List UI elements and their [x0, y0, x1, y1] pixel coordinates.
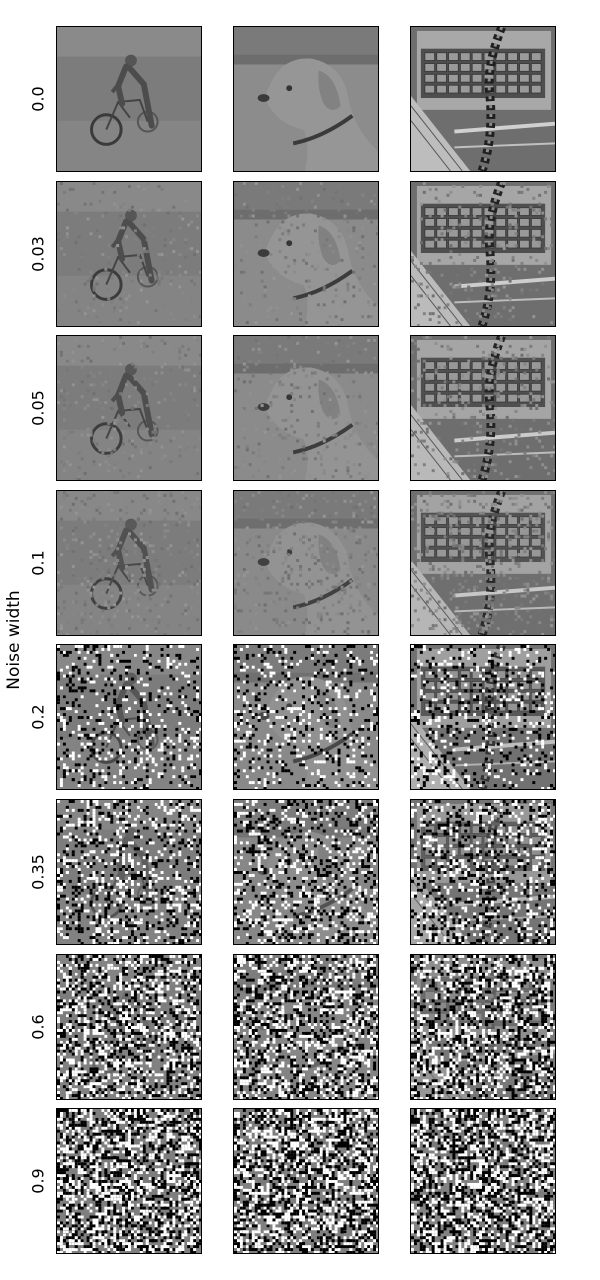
noisy-image-panel-r6-c0 — [56, 953, 202, 1100]
row-label-noise-7: 0.9 — [29, 1168, 48, 1193]
dog-on-beach-icon — [234, 336, 378, 481]
noisy-image-panel-r6-c2 — [410, 953, 556, 1100]
keyboard-and-snake-icon — [411, 954, 555, 1099]
noisy-image-panel-r2-c0 — [56, 335, 202, 482]
noisy-image-panel-r3-c0 — [56, 489, 202, 636]
noisy-image-panel-r0-c1 — [233, 26, 379, 172]
dog-on-beach-icon — [234, 800, 378, 944]
keyboard-and-snake-icon — [411, 800, 555, 944]
keyboard-and-snake-icon — [411, 181, 555, 326]
noisy-image-panel-r5-c1 — [233, 799, 379, 945]
dog-on-beach-icon — [234, 27, 378, 171]
bicycle-rider-icon — [57, 1109, 201, 1254]
noisy-image-panel-r0-c0 — [56, 26, 202, 172]
bicycle-rider-icon — [57, 181, 201, 326]
noisy-image-panel-r0-c2 — [410, 26, 556, 172]
row-label-noise-1: 0.03 — [29, 236, 48, 272]
bicycle-rider-icon — [57, 490, 201, 635]
noisy-image-panel-r2-c1 — [233, 335, 379, 482]
noisy-image-panel-r1-c1 — [233, 180, 379, 327]
noisy-image-panel-r4-c0 — [56, 644, 202, 791]
row-label-noise-2: 0.05 — [29, 390, 48, 426]
noisy-image-panel-r3-c1 — [233, 489, 379, 636]
noisy-image-panel-r7-c0 — [56, 1108, 202, 1255]
bicycle-rider-icon — [57, 800, 201, 944]
bicycle-rider-icon — [57, 336, 201, 481]
dog-on-beach-icon — [234, 645, 378, 790]
row-label-noise-4: 0.2 — [29, 705, 48, 730]
dog-on-beach-icon — [234, 954, 378, 1099]
bicycle-rider-icon — [57, 27, 201, 171]
row-label-noise-5: 0.35 — [29, 854, 48, 890]
noisy-image-panel-r1-c0 — [56, 180, 202, 327]
noisy-image-panel-r2-c2 — [410, 335, 556, 482]
bicycle-rider-icon — [57, 645, 201, 790]
noisy-image-panel-r6-c1 — [233, 953, 379, 1100]
bicycle-rider-icon — [57, 954, 201, 1099]
keyboard-and-snake-icon — [411, 336, 555, 481]
noisy-image-panel-r5-c0 — [56, 799, 202, 945]
noisy-image-panel-r5-c2 — [410, 799, 556, 945]
row-label-noise-0: 0.0 — [29, 86, 48, 111]
noisy-image-panel-r4-c1 — [233, 644, 379, 791]
dog-on-beach-icon — [234, 1109, 378, 1254]
dog-on-beach-icon — [234, 490, 378, 635]
keyboard-and-snake-icon — [411, 1109, 555, 1254]
dog-on-beach-icon — [234, 181, 378, 326]
keyboard-and-snake-icon — [411, 27, 555, 171]
keyboard-and-snake-icon — [411, 645, 555, 790]
noisy-image-panel-r3-c2 — [410, 489, 556, 636]
row-label-noise-3: 0.1 — [29, 550, 48, 575]
row-label-noise-6: 0.6 — [29, 1014, 48, 1039]
noisy-image-panel-r4-c2 — [410, 644, 556, 791]
keyboard-and-snake-icon — [411, 490, 555, 635]
noisy-image-panel-r1-c2 — [410, 180, 556, 327]
noisy-image-panel-r7-c1 — [233, 1108, 379, 1255]
y-axis-label: Noise width — [4, 590, 24, 689]
noisy-image-panel-r7-c2 — [410, 1108, 556, 1255]
